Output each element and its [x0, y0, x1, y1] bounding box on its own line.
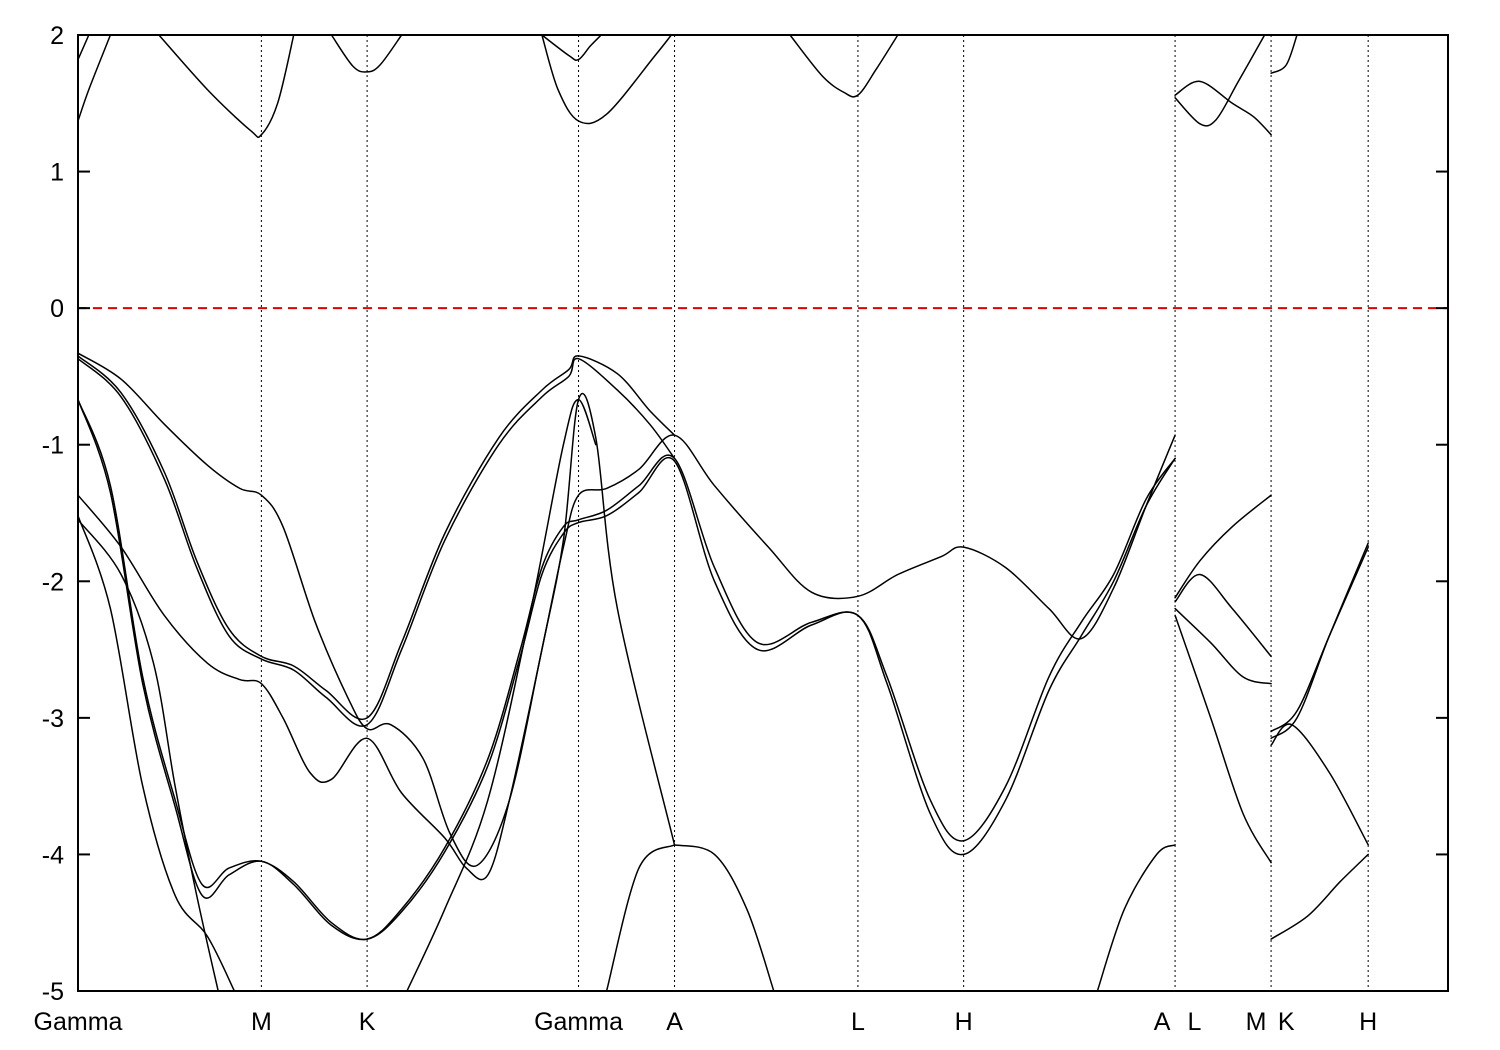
band-22 — [605, 844, 676, 992]
band-2 — [77, 34, 112, 122]
plot-frame — [77, 34, 1449, 992]
kpoint-label: Gamma — [534, 1008, 623, 1036]
band-9 — [1174, 34, 1266, 127]
band-25 — [1174, 607, 1272, 685]
kpoint-label: K — [1278, 1008, 1295, 1036]
y-tick-label: -1 — [42, 432, 64, 460]
band-24 — [1174, 573, 1272, 658]
band-10 — [1270, 34, 1298, 74]
kpoint-label: L — [1188, 1008, 1202, 1036]
band-3 — [158, 34, 295, 139]
band-20 — [1096, 844, 1176, 992]
kpoint-label: H — [1359, 1008, 1377, 1036]
band-16 — [77, 392, 676, 881]
band-12 — [77, 355, 676, 721]
kpoint-label: M — [1246, 1008, 1267, 1036]
bands-group — [77, 34, 1369, 992]
kpoint-label: A — [1154, 1008, 1171, 1036]
y-axis: 2 1 0 -1 -2 -3 -4 -5 — [42, 22, 1448, 1006]
band-23 — [1174, 494, 1272, 599]
kpoint-label: L — [851, 1008, 865, 1036]
y-tick-label: 1 — [50, 159, 64, 187]
y-tick-label: -3 — [42, 705, 64, 733]
band-15 — [77, 398, 1176, 941]
band-18 — [77, 514, 236, 992]
band-28 — [1270, 546, 1369, 733]
band-26 — [1174, 614, 1272, 864]
band-27 — [1270, 542, 1369, 740]
band-11 — [77, 352, 1176, 868]
band-17 — [77, 519, 219, 992]
band-30 — [1270, 853, 1369, 940]
y-tick-label: -4 — [42, 841, 64, 869]
kpoint-label: Gamma — [34, 1008, 123, 1036]
y-tick-label: 2 — [50, 22, 64, 50]
kpoint-gridlines — [260, 35, 1369, 991]
x-axis: Gamma M K Gamma A L H A L M K H — [34, 1008, 1378, 1036]
kpoint-label: M — [251, 1008, 272, 1036]
band-14 — [77, 398, 1176, 941]
y-tick-label: 0 — [50, 295, 64, 323]
kpoint-label: A — [666, 1008, 683, 1036]
band-8 — [1174, 80, 1272, 136]
band-29 — [1270, 723, 1369, 846]
kpoint-label: K — [359, 1008, 376, 1036]
kpoint-label: H — [955, 1008, 973, 1036]
band-6 — [541, 34, 673, 125]
band-4 — [330, 34, 403, 73]
band-19 — [673, 844, 775, 992]
band-21 — [406, 398, 597, 992]
y-tick-label: -2 — [42, 568, 64, 596]
y-tick-label: -5 — [42, 978, 64, 1006]
band-7 — [789, 34, 899, 98]
band-1 — [77, 34, 90, 61]
band-5 — [541, 34, 602, 61]
band-13 — [77, 357, 676, 727]
